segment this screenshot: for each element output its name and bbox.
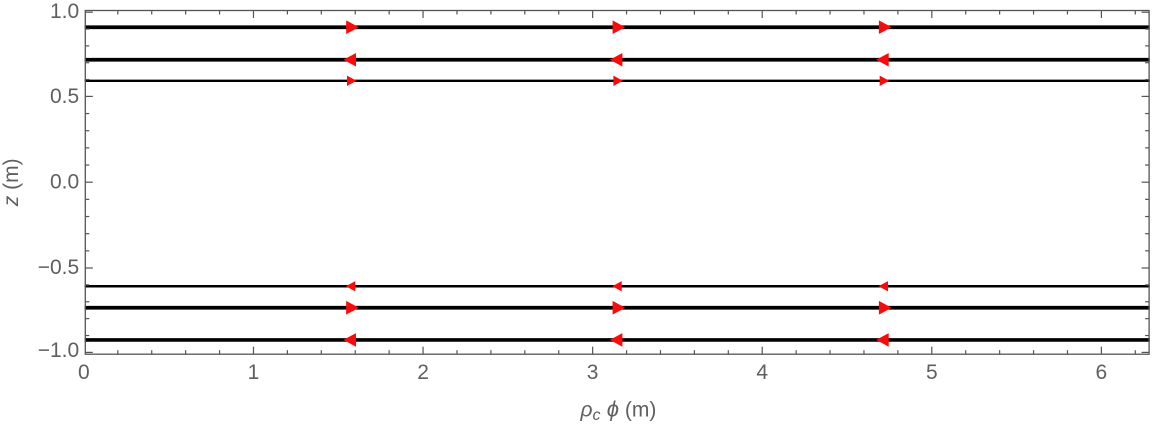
- svg-text:−0.5: −0.5: [38, 256, 79, 279]
- svg-text:z (m): z (m): [0, 158, 23, 207]
- svg-text:1: 1: [248, 361, 260, 384]
- svg-text:1.0: 1.0: [50, 0, 79, 23]
- svg-text:ρc ϕ (m): ρc ϕ (m): [580, 397, 657, 425]
- svg-text:2: 2: [417, 361, 429, 384]
- svg-text:0: 0: [78, 361, 90, 384]
- svg-text:5: 5: [926, 361, 938, 384]
- svg-text:6: 6: [1096, 361, 1108, 384]
- svg-text:0.0: 0.0: [50, 170, 79, 193]
- svg-text:0.5: 0.5: [50, 85, 79, 108]
- svg-text:−1.0: −1.0: [38, 339, 79, 362]
- svg-text:3: 3: [587, 361, 599, 384]
- svg-text:4: 4: [756, 361, 768, 384]
